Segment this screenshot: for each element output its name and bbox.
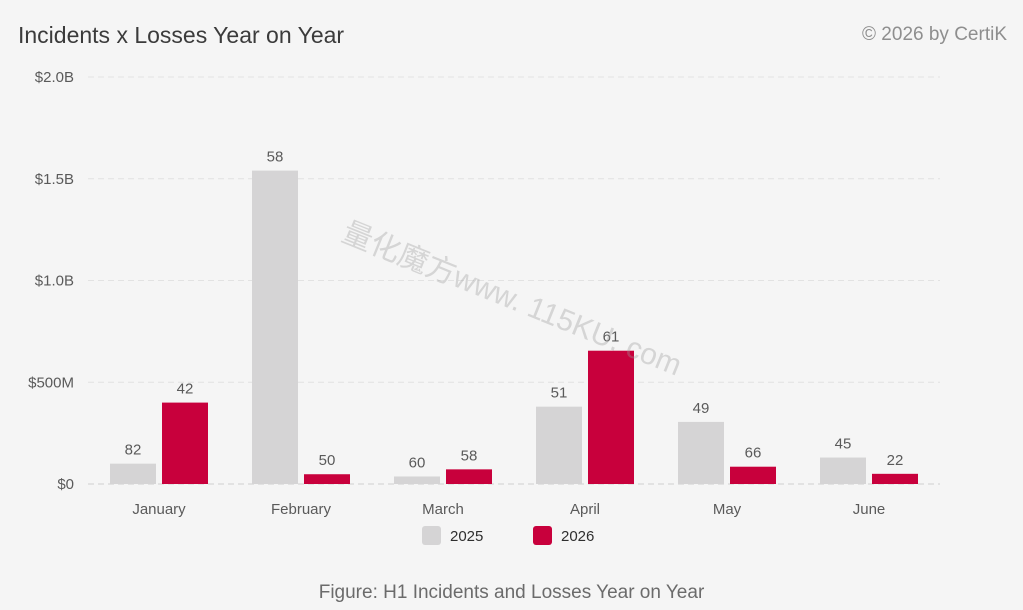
y-tick-label: $0: [57, 476, 74, 493]
data-label: 42: [177, 381, 194, 398]
data-label: 50: [319, 452, 336, 469]
bar-2025-april: [536, 406, 582, 484]
data-label: 45: [835, 436, 852, 453]
chart-title: Incidents x Losses Year on Year: [18, 21, 345, 48]
bar-2026-may: [730, 466, 776, 484]
data-label: 60: [409, 454, 426, 471]
x-tick-label: February: [271, 501, 332, 518]
x-axis: January February March April May June: [132, 501, 885, 518]
x-tick-label: March: [422, 501, 464, 518]
bar-2025-february: [252, 170, 298, 485]
bar-2026-february: [304, 474, 350, 484]
watermark-text: 量化魔方www. 115KU. com: [337, 216, 686, 383]
bar-2026-march: [446, 469, 492, 484]
data-label: 82: [125, 442, 142, 459]
bar-2025-may: [678, 421, 724, 484]
bar-2025-march: [394, 476, 440, 484]
legend-label: 2025: [450, 528, 483, 545]
copyright-notice: © 2026 by CertiK: [862, 24, 1007, 45]
gridlines: [88, 76, 940, 485]
legend: 2025 2026: [422, 526, 594, 545]
chart-header: Incidents x Losses Year on Year © 2026 b…: [18, 18, 1007, 52]
x-tick-label: April: [570, 501, 600, 518]
data-label: 51: [551, 385, 568, 402]
data-label: 58: [267, 149, 284, 166]
y-tick-label: $1.5B: [35, 171, 74, 188]
bar-2026-april: [588, 350, 634, 484]
y-axis: $0 $500M $1.0B $1.5B $2.0B: [28, 69, 74, 493]
legend-label: 2026: [561, 528, 594, 545]
x-tick-label: January: [132, 501, 186, 518]
bar-2026-january: [162, 402, 208, 484]
data-label: 22: [887, 452, 904, 469]
y-tick-label: $1.0B: [35, 273, 74, 290]
data-label: 66: [745, 445, 762, 462]
bar-chart: $0 $500M $1.0B $1.5B $2.0B 82 42 58 50 60 58 51 61 4…: [28, 69, 940, 545]
data-label: 58: [461, 447, 478, 464]
legend-swatch-2026: [533, 526, 552, 545]
data-label: 49: [693, 400, 710, 417]
bar-2025-june: [820, 457, 866, 484]
bars: 82 42 58 50 60 58 51 61 49 66 45 22: [110, 149, 918, 485]
data-label: 61: [603, 329, 620, 346]
x-tick-label: June: [853, 501, 886, 518]
y-tick-label: $2.0B: [35, 69, 74, 86]
bar-2026-june: [872, 473, 918, 484]
bar-2025-january: [110, 463, 156, 484]
legend-swatch-2025: [422, 526, 441, 545]
figure-caption: Figure: H1 Incidents and Losses Year on …: [318, 582, 705, 603]
x-tick-label: May: [713, 501, 742, 518]
y-tick-label: $500M: [28, 374, 74, 391]
